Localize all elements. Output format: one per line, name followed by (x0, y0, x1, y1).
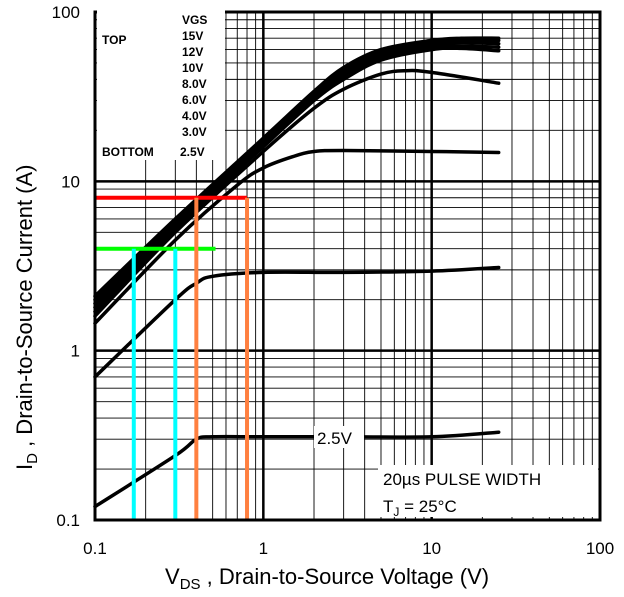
legend-entry-4v: 4.0V (182, 109, 207, 123)
plot-frame (93, 10, 602, 522)
note-temperature-symbol: T (383, 497, 393, 516)
y-axis-title-symbol: I (12, 464, 37, 470)
legend-entry-8v: 8.0V (182, 77, 207, 91)
legend-header: VGS (182, 13, 207, 27)
note-pulse-width: 20µs PULSE WIDTH (383, 470, 541, 489)
legend-background (97, 10, 225, 160)
y-tick-label: 100 (52, 3, 80, 22)
curve-vgs-2 (93, 40, 501, 306)
legend-entry-3v: 3.0V (182, 125, 207, 139)
legend-bottom-label: BOTTOM (102, 145, 154, 159)
curve-vgs-5 (93, 68, 501, 318)
curve-vgs-3 (93, 44, 501, 310)
x-tick-label: 100 (586, 539, 614, 558)
legend-entry-12v: 12V (182, 45, 203, 59)
tick-labels: 0.1 1 10 100 0.1 1 10 100 (52, 3, 615, 558)
x-axis-title: VDS , Drain-to-Source Voltage (V) (165, 564, 489, 593)
marker-lines (95, 195, 250, 520)
x-tick-label: 1 (259, 539, 268, 558)
y-axis-title-subscript: D (24, 453, 41, 464)
curve-vgs-4 (93, 46, 501, 314)
x-tick-label: 10 (422, 539, 441, 558)
log-grid (95, 12, 600, 520)
legend-entry-15v: 15V (182, 29, 203, 43)
y-tick-label: 10 (61, 172, 80, 191)
x-axis-title-subscript: DS (180, 576, 201, 593)
x-axis-title-text: , Drain-to-Source Voltage (V) (201, 564, 490, 589)
x-axis-title-symbol: V (165, 564, 180, 589)
y-axis-title-text: , Drain-to-Source Current (A) (12, 165, 37, 454)
note-background (378, 465, 598, 517)
legend-entry-6v: 6.0V (182, 93, 207, 107)
x-tick-label: 0.1 (83, 539, 107, 558)
y-tick-label: 1 (71, 342, 80, 361)
curve-label-background (314, 426, 364, 448)
curve-vgs-6 (93, 148, 501, 326)
note-temperature-subscript: J (393, 505, 399, 519)
legend-entry-2-5v: 2.5V (180, 145, 205, 159)
y-tick-label: 0.1 (56, 511, 80, 530)
curve-vgs-7 (93, 265, 501, 379)
note-temperature: TJ = 25°C (383, 497, 457, 519)
curve-vgs-0 (93, 36, 501, 298)
y-axis-title: ID , Drain-to-Source Current (A) (12, 165, 41, 471)
note-temperature-value: = 25°C (399, 497, 456, 516)
legend-entry-10v: 10V (182, 61, 203, 75)
curve-label-2-5v: 2.5V (317, 429, 353, 448)
legend-top-label: TOP (102, 33, 126, 47)
